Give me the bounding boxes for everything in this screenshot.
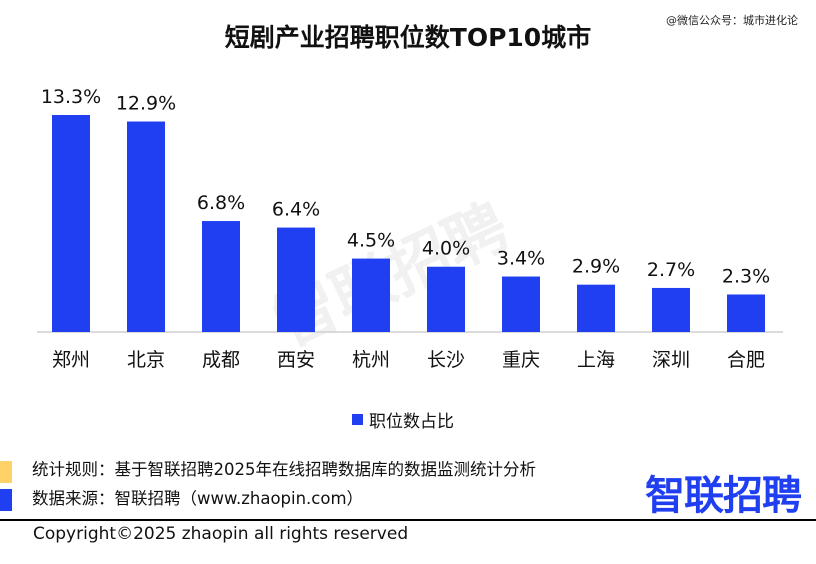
x-tick-label: 上海 bbox=[577, 349, 615, 371]
copyright: Copyright©2025 zhaopin all rights reserv… bbox=[33, 524, 409, 544]
data-label: 4.5% bbox=[347, 230, 395, 252]
data-label: 13.3% bbox=[41, 86, 101, 108]
data-label: 12.9% bbox=[116, 93, 176, 115]
bar-上海 bbox=[577, 284, 615, 332]
wechat-watermark: @微信公众号：城市进化论 bbox=[666, 14, 798, 27]
x-tick-label: 西安 bbox=[277, 349, 315, 371]
bar-合肥 bbox=[727, 294, 765, 332]
bar-深圳 bbox=[652, 287, 690, 332]
x-tick-label: 重庆 bbox=[502, 349, 540, 371]
rule-marker bbox=[0, 461, 12, 483]
divider bbox=[0, 519, 816, 521]
legend-swatch bbox=[352, 414, 363, 425]
x-tick-label: 深圳 bbox=[652, 349, 690, 371]
x-tick-label: 杭州 bbox=[352, 349, 390, 371]
zhaopin-logo: 智联招聘 bbox=[645, 473, 802, 519]
data-source-note: 数据来源：智联招聘（www.zhaopin.com） bbox=[32, 489, 364, 508]
bar-北京 bbox=[127, 121, 165, 333]
data-label: 4.0% bbox=[422, 238, 470, 260]
data-label: 3.4% bbox=[497, 248, 545, 270]
bar-长沙 bbox=[427, 266, 465, 332]
bar-西安 bbox=[277, 227, 315, 332]
legend: 职位数占比 bbox=[352, 407, 454, 432]
data-label: 2.9% bbox=[572, 256, 620, 278]
bar-杭州 bbox=[352, 258, 390, 332]
x-tick-label: 郑州 bbox=[52, 349, 90, 371]
data-label: 2.3% bbox=[722, 265, 770, 287]
bar-成都 bbox=[202, 221, 240, 332]
data-label: 6.4% bbox=[272, 199, 320, 221]
source-marker bbox=[0, 489, 12, 511]
x-tick-label: 北京 bbox=[127, 349, 165, 371]
legend-label: 职位数占比 bbox=[369, 412, 454, 432]
x-tick-label: 长沙 bbox=[427, 349, 465, 371]
bar-郑州 bbox=[52, 115, 90, 332]
x-tick-label: 合肥 bbox=[727, 349, 765, 371]
x-tick-label: 成都 bbox=[202, 349, 240, 371]
chart-title: 短剧产业招聘职位数TOP10城市 bbox=[224, 23, 592, 52]
stat-rule-note: 统计规则：基于智联招聘2025年在线招聘数据库的数据监测统计分析 bbox=[32, 460, 536, 479]
data-label: 6.8% bbox=[197, 192, 245, 214]
bar-重庆 bbox=[502, 276, 540, 332]
data-label: 2.7% bbox=[647, 259, 695, 281]
bar-chart: 13.3% 郑州 12.9% 北京 6.8% 成都 6.4% 西安 4.5% 杭州 4.0% 长沙 3.… bbox=[37, 86, 783, 371]
